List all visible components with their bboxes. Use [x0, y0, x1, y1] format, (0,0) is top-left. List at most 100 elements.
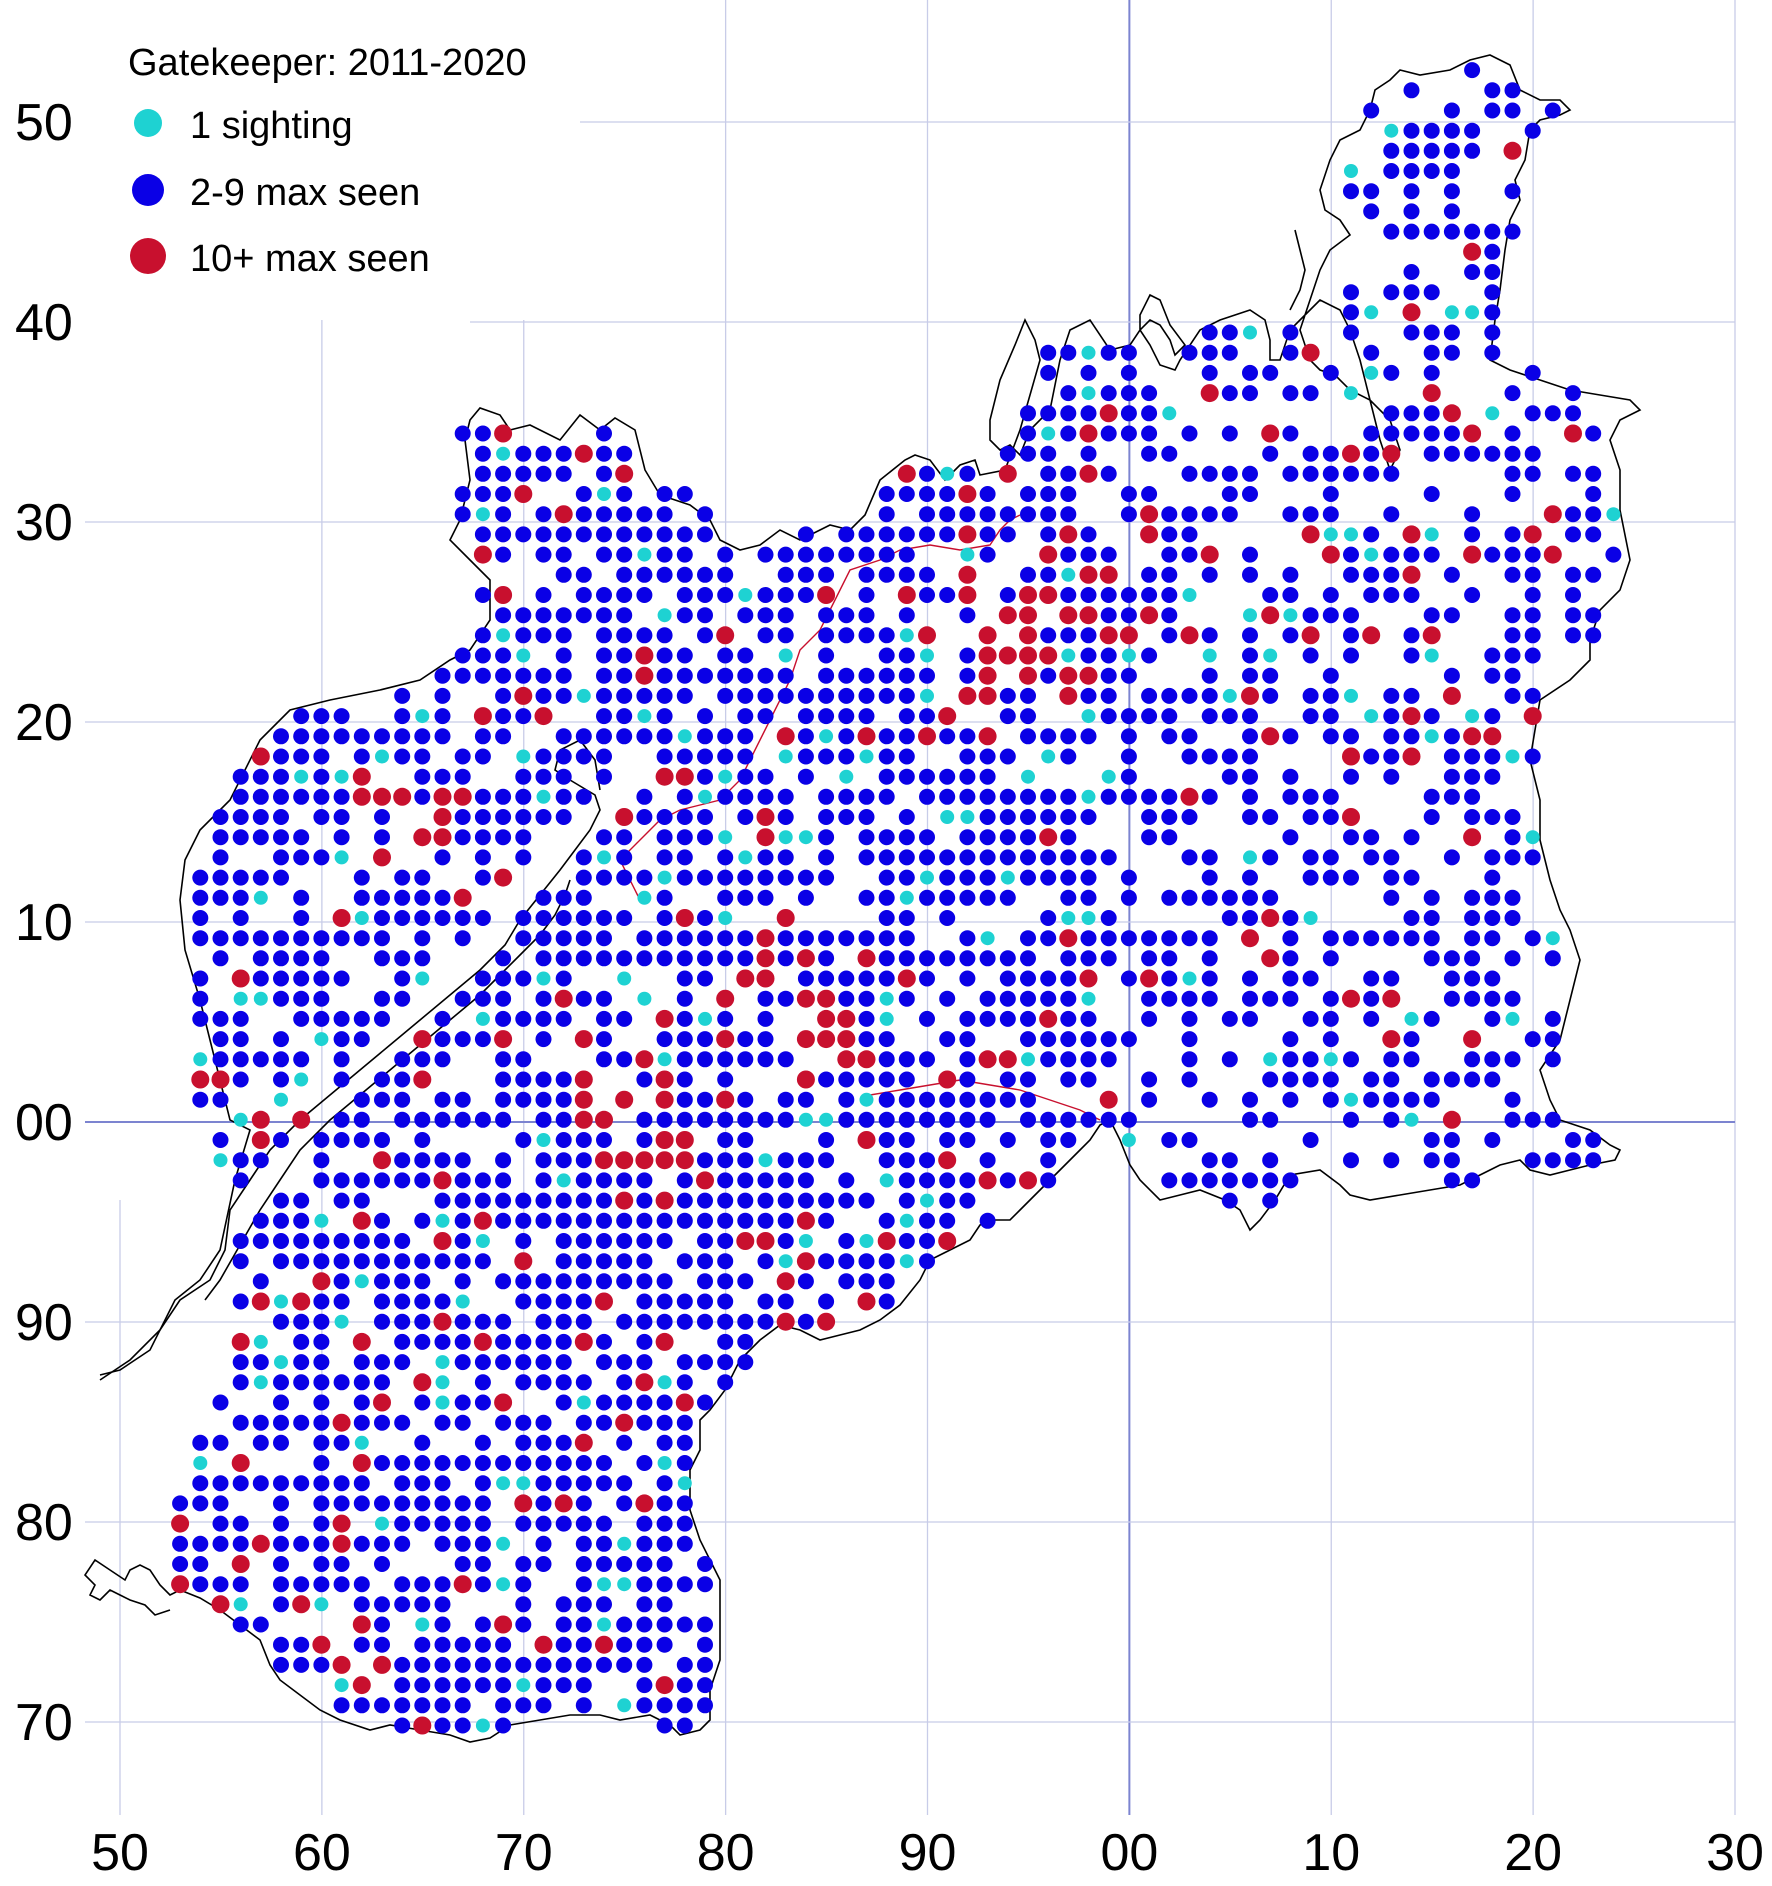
dot-2-9-max-seen: [414, 930, 431, 947]
dot-2-9-max-seen: [676, 1031, 693, 1048]
dot-2-9-max-seen: [353, 1495, 370, 1512]
dot-2-9-max-seen: [454, 647, 471, 664]
dot-2-9-max-seen: [333, 1475, 350, 1492]
dot-2-9-max-seen: [616, 1010, 633, 1027]
dot-2-9-max-seen: [1120, 708, 1137, 725]
dot-2-9-max-seen: [394, 1172, 411, 1189]
dot-2-9-max-seen: [1020, 849, 1036, 866]
dot-2-9-max-seen: [1464, 526, 1481, 543]
dot-2-9-max-seen: [1100, 788, 1117, 805]
dot-2-9-max-seen: [1443, 768, 1460, 785]
dot-2-9-max-seen: [333, 1434, 350, 1451]
dot-2-9-max-seen: [656, 910, 673, 926]
dot-2-9-max-seen: [878, 1253, 895, 1270]
dot-10-plus-max-seen: [1342, 808, 1360, 826]
dot-2-9-max-seen: [252, 1152, 269, 1169]
dot-2-9-max-seen: [374, 1556, 390, 1572]
dot-2-9-max-seen: [1282, 950, 1299, 967]
dot-2-9-max-seen: [414, 1434, 431, 1451]
dot-2-9-max-seen: [232, 1475, 249, 1492]
dot-2-9-max-seen: [1080, 849, 1097, 866]
dot-2-9-max-seen: [434, 889, 451, 906]
dot-2-9-max-seen: [414, 1677, 431, 1694]
dot-2-9-max-seen: [777, 1152, 794, 1169]
dot-2-9-max-seen: [575, 1172, 592, 1189]
dot-2-9-max-seen: [495, 1717, 512, 1734]
dot-2-9-max-seen: [979, 869, 996, 886]
dot-2-9-max-seen: [1343, 930, 1359, 947]
dot-2-9-max-seen: [212, 1475, 229, 1492]
dot-2-9-max-seen: [1100, 465, 1117, 482]
dot-2-9-max-seen: [939, 486, 956, 502]
dot-2-9-max-seen: [979, 1111, 996, 1128]
dot-2-9-max-seen: [919, 465, 935, 482]
dot-2-9-max-seen: [1020, 809, 1036, 825]
dot-2-9-max-seen: [1262, 1172, 1279, 1189]
dot-10-plus-max-seen: [675, 1393, 694, 1412]
dot-2-9-max-seen: [838, 1253, 855, 1270]
dot-2-9-max-seen: [1020, 930, 1036, 947]
dot-2-9-max-seen: [1383, 364, 1400, 381]
dot-10-plus-max-seen: [1019, 586, 1037, 604]
dot-10-plus-max-seen: [352, 1615, 371, 1634]
dot-2-9-max-seen: [555, 1293, 572, 1310]
dot-2-9-max-seen: [474, 486, 491, 502]
dot-2-9-max-seen: [1322, 930, 1339, 947]
dot-2-9-max-seen: [1242, 364, 1258, 381]
dot-2-9-max-seen: [676, 1616, 693, 1633]
dot-2-9-max-seen: [293, 1051, 310, 1068]
dot-2-9-max-seen: [999, 506, 1016, 523]
dot-2-9-max-seen: [1120, 364, 1137, 381]
dot-10-plus-max-seen: [1140, 969, 1159, 988]
dot-2-9-max-seen: [273, 1031, 289, 1048]
dot-2-9-max-seen: [353, 1596, 370, 1613]
dot-2-9-max-seen: [656, 1717, 673, 1734]
dot-1-sighting: [274, 1355, 288, 1370]
dot-2-9-max-seen: [919, 486, 935, 502]
dot-10-plus-max-seen: [1402, 303, 1421, 322]
y-tick-label: 10: [15, 894, 73, 952]
dot-2-9-max-seen: [374, 1354, 390, 1371]
dot-1-sighting: [1101, 769, 1116, 784]
dot-10-plus-max-seen: [1442, 1110, 1461, 1129]
dot-2-9-max-seen: [1423, 324, 1440, 341]
dot-2-9-max-seen: [434, 1293, 451, 1310]
dot-2-9-max-seen: [898, 1132, 915, 1148]
dot-2-9-max-seen: [374, 889, 390, 906]
dot-2-9-max-seen: [495, 1192, 512, 1209]
dot-10-plus-max-seen: [433, 808, 452, 826]
dot-2-9-max-seen: [656, 1434, 673, 1451]
dot-2-9-max-seen: [676, 1495, 693, 1512]
dot-2-9-max-seen: [273, 1394, 289, 1411]
dot-2-9-max-seen: [1423, 445, 1440, 462]
dot-2-9-max-seen: [636, 1111, 653, 1128]
dot-2-9-max-seen: [1464, 889, 1481, 906]
dot-2-9-max-seen: [575, 1636, 592, 1653]
dot-2-9-max-seen: [959, 1192, 976, 1209]
dot-2-9-max-seen: [777, 1172, 794, 1189]
dot-2-9-max-seen: [1282, 425, 1299, 442]
dot-2-9-max-seen: [333, 809, 350, 825]
dot-2-9-max-seen: [1161, 445, 1178, 462]
dot-2-9-max-seen: [919, 1111, 935, 1128]
dot-2-9-max-seen: [596, 607, 612, 624]
dot-10-plus-max-seen: [958, 686, 977, 705]
dot-2-9-max-seen: [636, 1535, 653, 1552]
dot-2-9-max-seen: [535, 1374, 552, 1391]
dot-2-9-max-seen: [1423, 1071, 1440, 1088]
dot-2-9-max-seen: [717, 546, 734, 563]
dot-2-9-max-seen: [1322, 607, 1339, 624]
dot-2-9-max-seen: [273, 1212, 289, 1229]
dot-2-9-max-seen: [697, 607, 713, 624]
dot-1-sighting: [718, 911, 733, 925]
dot-1-sighting: [597, 1617, 611, 1632]
dot-2-9-max-seen: [474, 1172, 491, 1189]
dot-2-9-max-seen: [636, 809, 653, 825]
dot-2-9-max-seen: [1262, 687, 1279, 704]
dot-2-9-max-seen: [1544, 1010, 1561, 1027]
dot-2-9-max-seen: [394, 728, 411, 745]
dot-10-plus-max-seen: [1079, 666, 1098, 685]
dot-2-9-max-seen: [414, 788, 431, 805]
dot-2-9-max-seen: [757, 889, 774, 906]
dot-2-9-max-seen: [293, 728, 310, 745]
